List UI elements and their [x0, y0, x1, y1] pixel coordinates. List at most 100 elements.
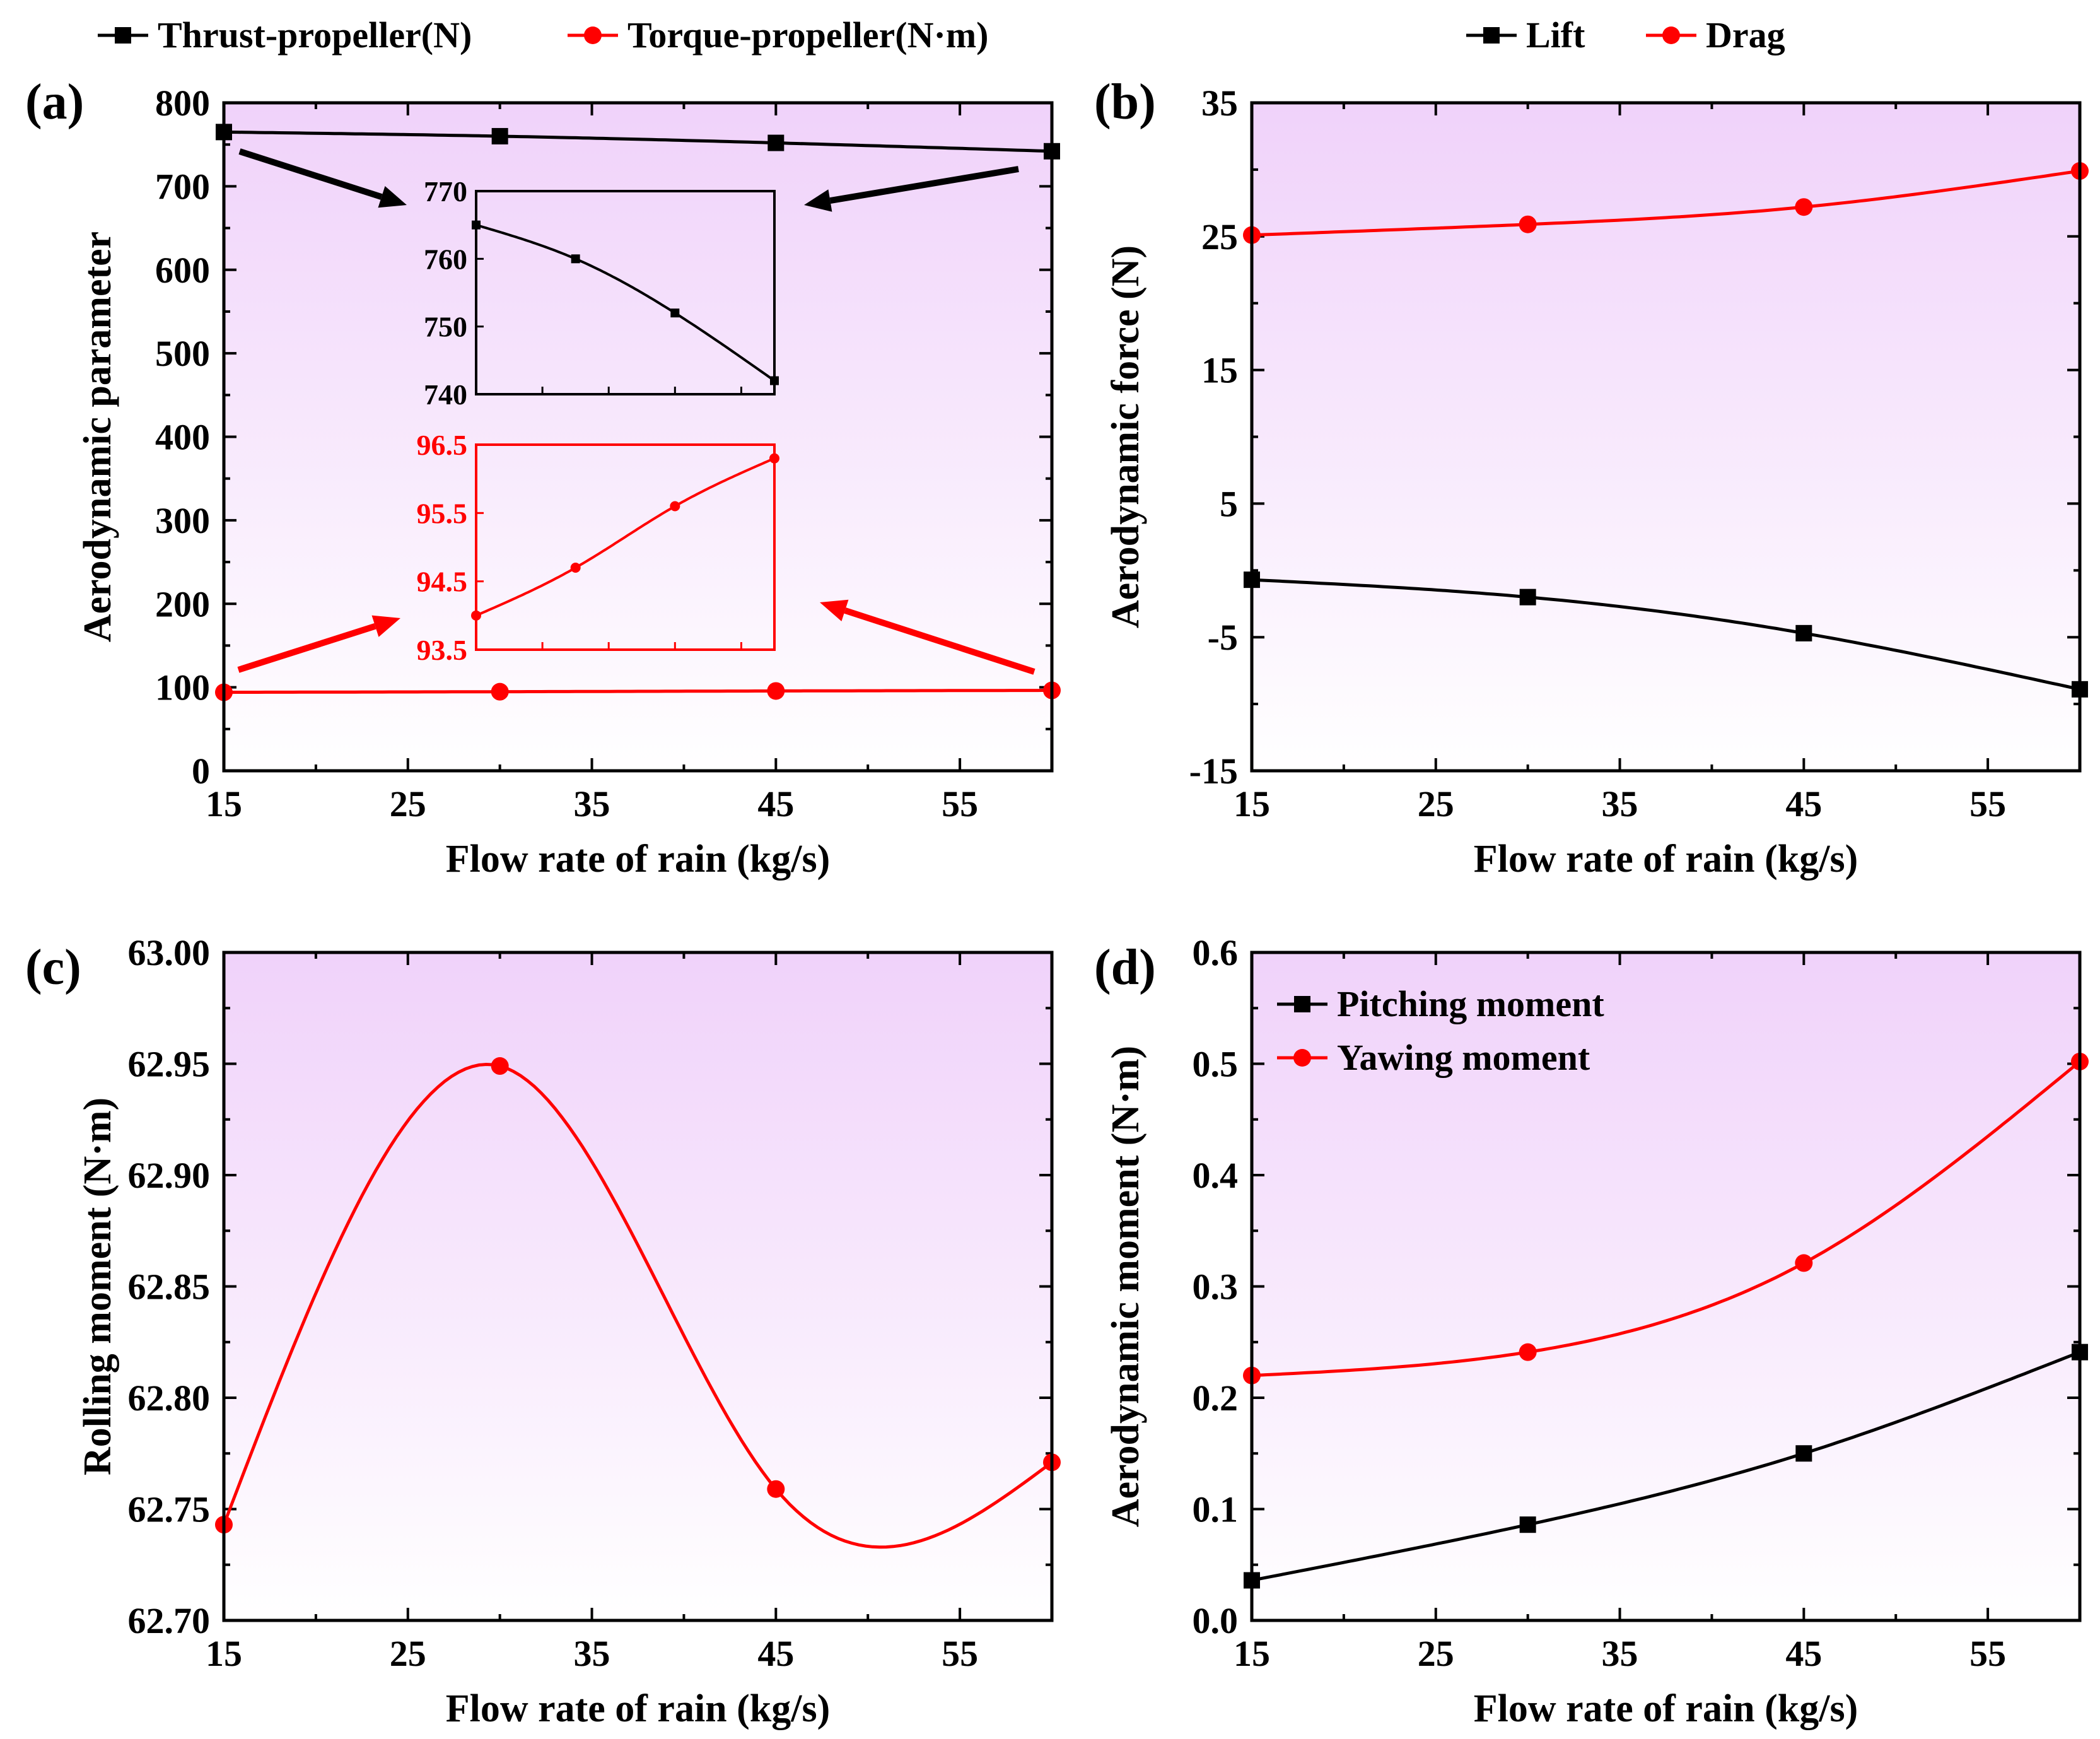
- data-point: [1795, 198, 1813, 216]
- arrow-head: [371, 615, 400, 637]
- y-tick-label: 62.70: [128, 1600, 211, 1641]
- panel-a: 15 25 35 45 55 0 100 200 300 400 500 600 700 800 740 75…: [25, 15, 1061, 881]
- y-tick-label: 25: [1201, 216, 1238, 257]
- plot-area: [224, 103, 1052, 771]
- legend-label-0: Pitching moment: [1337, 983, 1604, 1024]
- inset-point: [670, 501, 680, 512]
- legend-marker-0: [1294, 996, 1310, 1012]
- plot-area: [1252, 103, 2080, 771]
- x-tick-label: 35: [1602, 1633, 1638, 1674]
- data-point: [1519, 588, 1536, 606]
- y-tick-label: 600: [155, 250, 210, 291]
- inset-point: [770, 376, 779, 385]
- data-point: [1795, 1254, 1813, 1272]
- y-tick-label: 700: [155, 166, 210, 207]
- y-axis-label: Aerodynamic force (N): [1104, 245, 1147, 628]
- x-tick-label: 45: [1785, 1633, 1822, 1674]
- y-tick-label: 0.2: [1193, 1378, 1239, 1419]
- x-tick-label: 55: [942, 1633, 978, 1674]
- data-point: [767, 682, 785, 700]
- inset-y-tick-label: 94.5: [417, 566, 468, 598]
- x-tick-label: 25: [390, 783, 426, 824]
- arrow-head: [378, 186, 407, 208]
- plot-area: [1252, 952, 2080, 1620]
- panel-label: (c): [25, 940, 81, 995]
- data-point: [491, 127, 508, 144]
- legend-label-1: Yawing moment: [1337, 1037, 1590, 1078]
- inset-curve: [475, 223, 776, 382]
- x-tick-label: 35: [574, 1633, 610, 1674]
- x-tick-label: 15: [206, 1633, 242, 1674]
- arrow-to-thrust-inset-right: [804, 166, 1019, 212]
- inset-y-tick-label: 95.5: [417, 497, 468, 529]
- x-axis-label: Flow rate of rain (kg/s): [1474, 838, 1858, 881]
- y-tick-label: 400: [155, 417, 210, 458]
- arrow-to-thrust-inset-left: [238, 148, 407, 208]
- y-tick-label: 200: [155, 583, 210, 624]
- inset-y-tick-label: 93.5: [417, 634, 468, 666]
- arrow-shaft: [829, 166, 1019, 204]
- x-tick-label: 55: [942, 783, 978, 824]
- y-tick-label: 5: [1220, 483, 1238, 524]
- y-tick-label: -15: [1189, 751, 1238, 792]
- panel-label: (a): [25, 74, 84, 130]
- torque-inset: 93.5 94.5 95.5 96.5: [417, 429, 779, 666]
- arrow-shaft: [238, 148, 383, 200]
- y-tick-label: 0.4: [1193, 1155, 1239, 1196]
- legend-marker-1: [584, 26, 602, 44]
- x-axis-label: Flow rate of rain (kg/s): [446, 1687, 831, 1730]
- series-rolling-moment: [215, 1057, 1061, 1549]
- plot-area: [224, 952, 1052, 1620]
- data-point: [1795, 624, 1812, 641]
- panel-c: 15 25 35 45 55 62.70 62.75 62.80 62.85 62.90 62.95…: [25, 932, 1061, 1730]
- arrow-to-torque-inset-right: [820, 599, 1035, 675]
- x-tick-label: 55: [1969, 783, 2006, 824]
- inset-y-tick-label: 750: [424, 311, 467, 343]
- x-tick-label: 25: [1418, 1633, 1454, 1674]
- data-point: [1795, 1445, 1812, 1462]
- data-point: [491, 682, 509, 701]
- y-tick-label: 62.85: [128, 1267, 211, 1308]
- arrow-shaft: [237, 623, 376, 673]
- y-tick-label: 0.3: [1193, 1267, 1239, 1308]
- y-tick-label: 0.1: [1193, 1489, 1239, 1530]
- legend-label-1: Torque-propeller(N·m): [627, 15, 988, 56]
- y-tick-label: 62.95: [128, 1044, 211, 1085]
- y-tick-label: 62.75: [128, 1489, 211, 1530]
- data-point: [491, 1057, 509, 1075]
- arrow-head: [820, 599, 849, 622]
- legend-marker-1: [1662, 26, 1680, 44]
- y-tick-label: 15: [1201, 350, 1238, 391]
- inset-y-tick-label: 740: [424, 378, 467, 411]
- legend-label-1: Drag: [1706, 15, 1785, 56]
- plot-frame: [222, 101, 1054, 773]
- y-tick-label: 0.0: [1193, 1600, 1239, 1641]
- x-tick-label: 25: [390, 1633, 426, 1674]
- arrow-head: [804, 189, 832, 212]
- arrow-to-torque-inset-left: [237, 615, 400, 673]
- series-thrust-propeller-n-: [216, 124, 1060, 160]
- legend-marker-0: [115, 27, 131, 44]
- x-tick-label: 15: [1234, 783, 1270, 824]
- series-line: [222, 1062, 1053, 1549]
- series-line: [223, 130, 1053, 153]
- x-axis-label: Flow rate of rain (kg/s): [1474, 1687, 1858, 1730]
- y-axis-label: Aerodynamic parameter: [76, 231, 119, 642]
- data-point: [1519, 1516, 1536, 1533]
- data-point: [1519, 215, 1537, 233]
- x-tick-label: 35: [1602, 783, 1638, 824]
- inset-frame: [475, 443, 776, 651]
- y-tick-label: 62.80: [128, 1378, 211, 1419]
- plot-frame: [1250, 951, 2082, 1622]
- y-tick-label: 800: [155, 83, 210, 124]
- inset-curve: [475, 457, 775, 617]
- series-line: [1251, 1060, 2081, 1378]
- x-tick-label: 35: [574, 783, 610, 824]
- panel-d: 15 25 35 45 55 0.0 0.1 0.2 0.3 0.4 0.5 0.6 (d) Flow r…: [1094, 932, 2089, 1730]
- inset-point: [571, 254, 580, 264]
- y-axis-label: Aerodynamic moment (N·m): [1104, 1046, 1147, 1527]
- inset-point: [570, 563, 581, 573]
- panel-b: 15 25 35 45 55 -15 -5 5 15 25 35 (b) Flow rate of ra…: [1094, 15, 2089, 881]
- data-point: [767, 134, 785, 151]
